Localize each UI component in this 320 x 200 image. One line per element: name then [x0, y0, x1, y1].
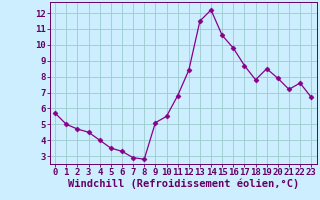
X-axis label: Windchill (Refroidissement éolien,°C): Windchill (Refroidissement éolien,°C) — [68, 179, 299, 189]
